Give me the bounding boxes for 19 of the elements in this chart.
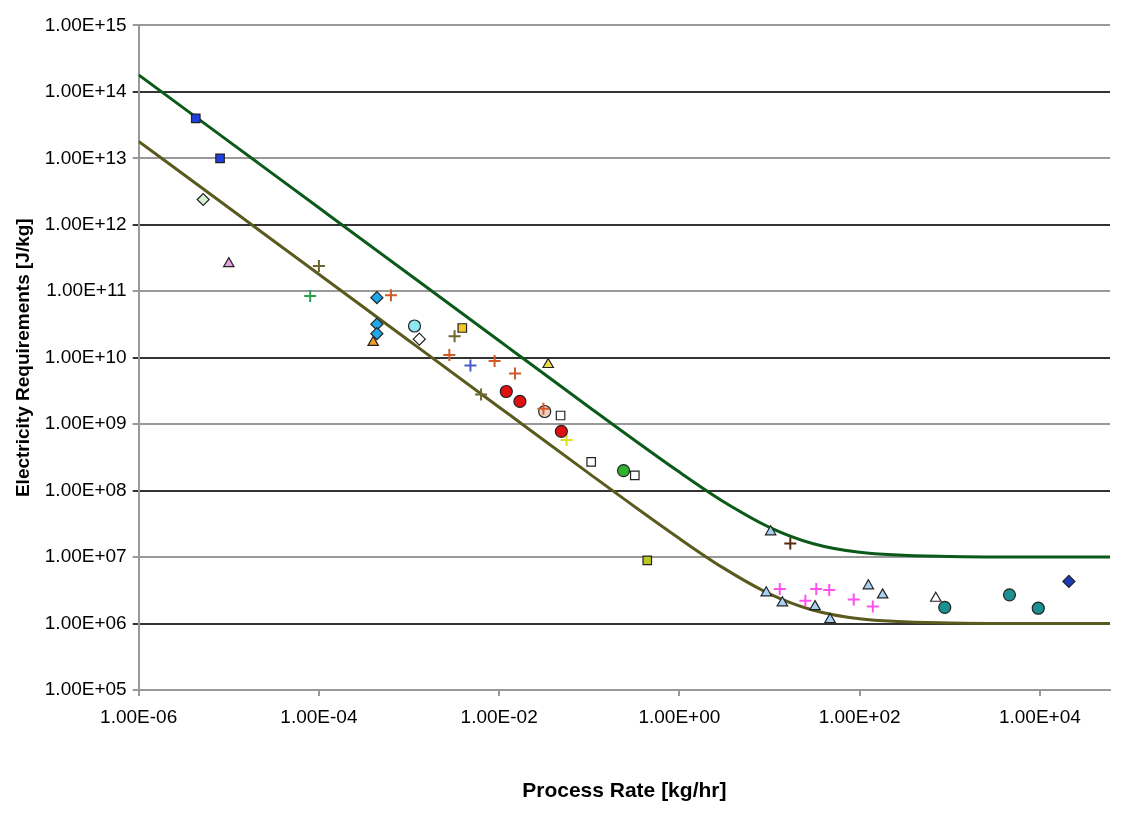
y-tick-label: 1.00E+12: [44, 213, 127, 235]
y-tick-label: 1.00E+14: [44, 80, 128, 102]
x-tick-label: 1.00E-04: [280, 705, 358, 727]
y-tick-label: 1.00E+07: [44, 545, 127, 567]
x-axis-title: Process Rate [kg/hr]: [522, 778, 727, 802]
y-tick-label: 1.00E+13: [44, 146, 127, 168]
x-tick-label: 1.00E+00: [638, 705, 721, 727]
y-tick-label: 1.00E+10: [44, 345, 127, 367]
y-tick-label: 1.00E+15: [44, 13, 127, 35]
x-tick-label: 1.00E+02: [818, 705, 901, 727]
x-tick-label: 1.00E+04: [998, 705, 1082, 727]
y-axis-title: Electricity Requirements [J/kg]: [11, 218, 33, 498]
y-tick-label: 1.00E+08: [44, 478, 127, 500]
y-tick-label: 1.00E+09: [44, 412, 127, 434]
x-tick-label: 1.00E-02: [460, 705, 538, 727]
y-tick-label: 1.00E+05: [44, 678, 127, 700]
y-tick-label: 1.00E+11: [46, 279, 127, 301]
x-tick-label: 1.00E-06: [100, 705, 178, 727]
y-tick-label: 1.00E+06: [44, 611, 127, 633]
